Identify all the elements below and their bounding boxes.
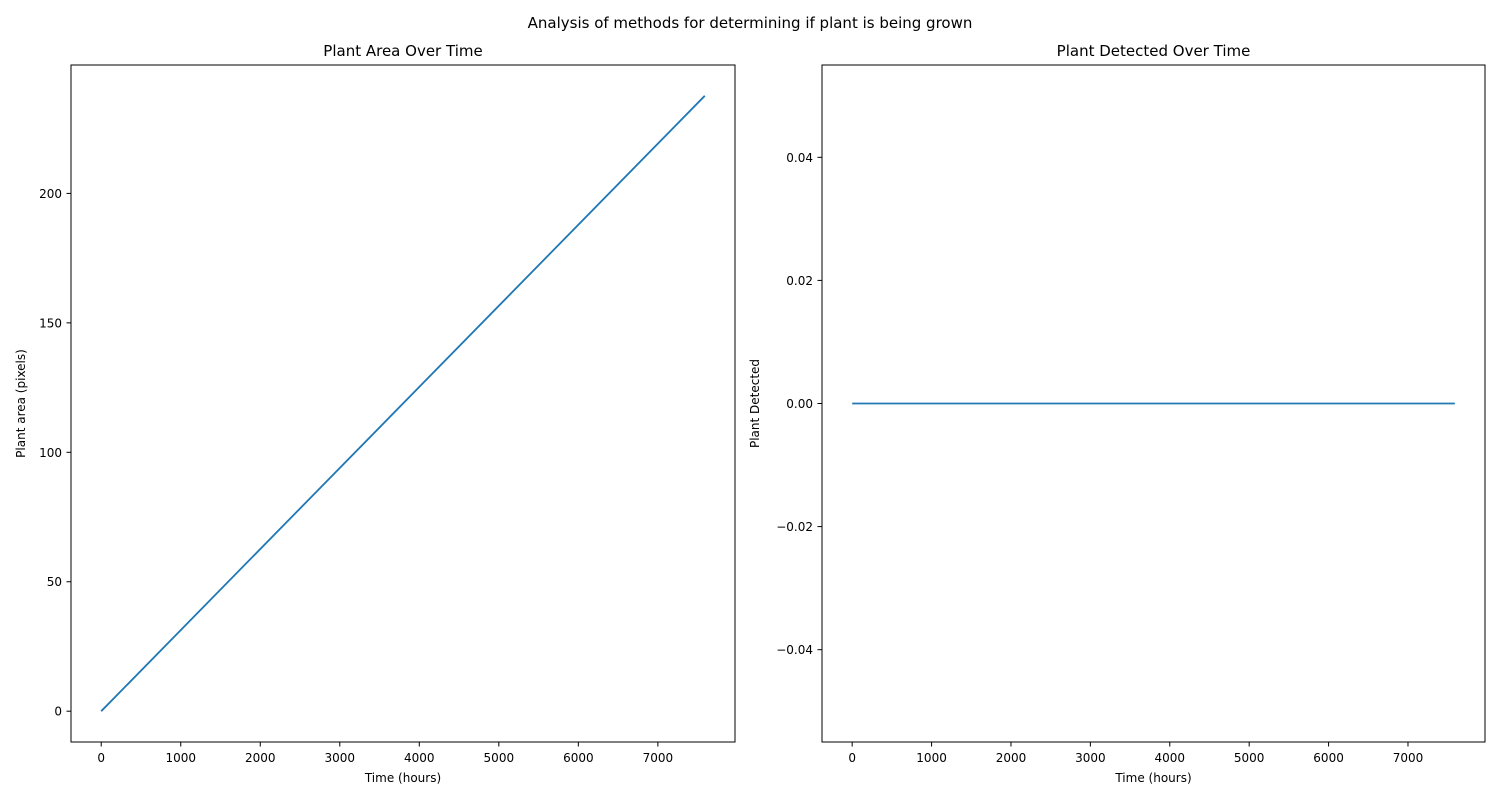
x-tick-label: 2000 bbox=[245, 751, 276, 765]
x-tick-label: 3000 bbox=[325, 751, 356, 765]
x-tick-label: 1000 bbox=[165, 751, 196, 765]
y-tick-label: 0.02 bbox=[786, 274, 813, 288]
y-tick-label: 100 bbox=[39, 446, 62, 460]
y-tick-label: 150 bbox=[39, 316, 62, 330]
figure-suptitle: Analysis of methods for determining if p… bbox=[528, 14, 973, 32]
x-axis-label: Time (hours) bbox=[1114, 771, 1191, 785]
series-line-0 bbox=[100, 95, 706, 712]
x-tick-label: 6000 bbox=[1313, 751, 1344, 765]
plot-frame bbox=[70, 64, 736, 743]
chart-title: Plant Detected Over Time bbox=[1057, 42, 1251, 60]
x-tick-label: 7000 bbox=[643, 751, 674, 765]
x-tick-label: 4000 bbox=[1155, 751, 1186, 765]
x-tick-label: 4000 bbox=[404, 751, 435, 765]
x-tick-label: 0 bbox=[97, 751, 105, 765]
x-tick-label: 1000 bbox=[916, 751, 947, 765]
x-tick-label: 5000 bbox=[1234, 751, 1265, 765]
y-tick-label: 0 bbox=[54, 705, 62, 719]
y-tick-label: −0.02 bbox=[776, 520, 813, 534]
y-tick-label: 0.04 bbox=[786, 151, 813, 165]
chart-plant-area: Plant Area Over Time Time (hours) Plant … bbox=[14, 42, 736, 785]
x-axis-label: Time (hours) bbox=[364, 771, 441, 785]
x-tick-label: 6000 bbox=[563, 751, 594, 765]
y-tick-label: 50 bbox=[47, 575, 62, 589]
y-axis-label: Plant Detected bbox=[748, 359, 762, 448]
y-axis-label: Plant area (pixels) bbox=[14, 349, 28, 458]
x-tick-label: 2000 bbox=[996, 751, 1027, 765]
y-tick-label: 200 bbox=[39, 187, 62, 201]
x-tick-label: 5000 bbox=[484, 751, 515, 765]
x-tick-label: 7000 bbox=[1393, 751, 1424, 765]
y-tick-label: 0.00 bbox=[786, 397, 813, 411]
x-tick-label: 0 bbox=[848, 751, 856, 765]
chart-title: Plant Area Over Time bbox=[323, 42, 482, 60]
chart-plant-detected: Plant Detected Over Time Time (hours) Pl… bbox=[748, 42, 1486, 785]
x-tick-label: 3000 bbox=[1075, 751, 1106, 765]
y-tick-label: −0.04 bbox=[776, 643, 813, 657]
